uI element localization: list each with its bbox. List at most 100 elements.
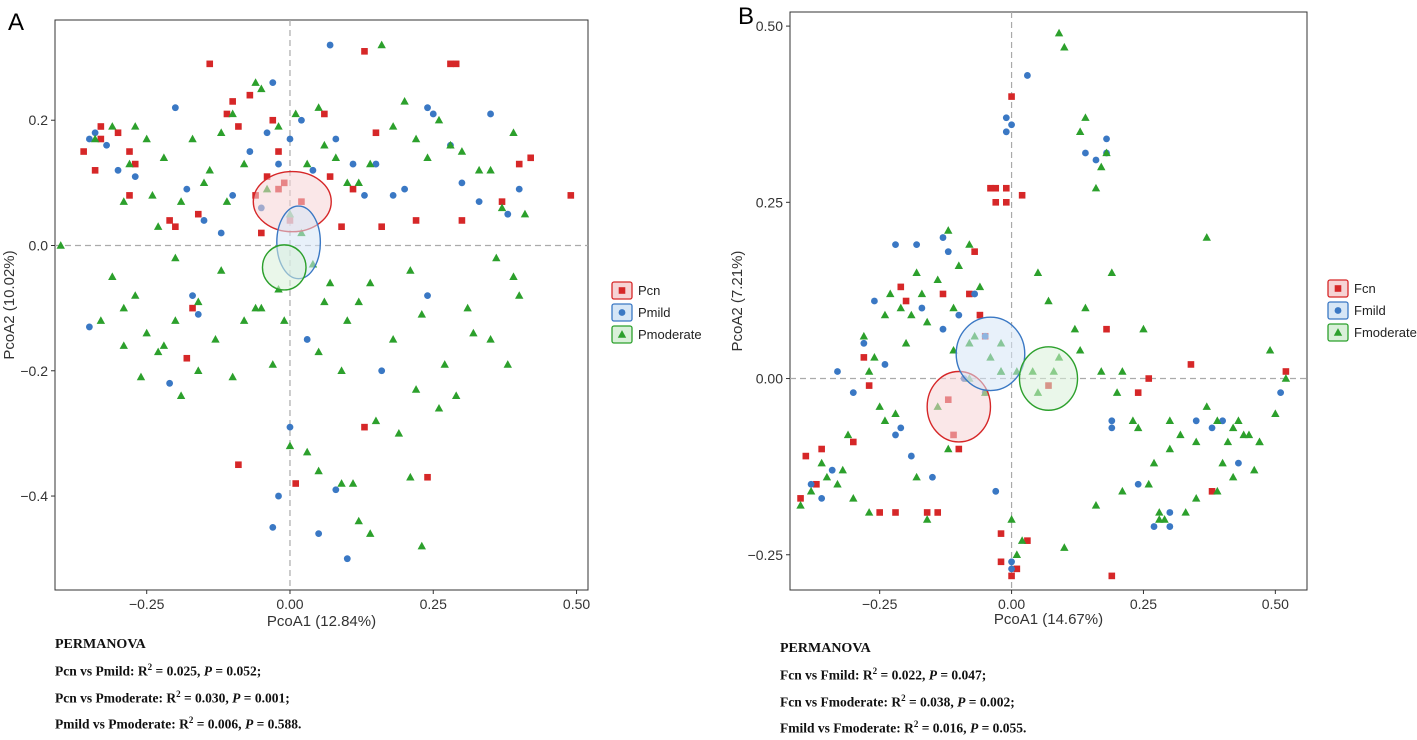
point-pmoderate — [348, 479, 358, 487]
point-fmild — [1192, 417, 1200, 425]
x-tick-label: −0.25 — [862, 596, 898, 612]
point-fcn — [1013, 565, 1021, 573]
point-fmild — [1008, 565, 1015, 573]
point-fmoderate — [1192, 437, 1201, 446]
point-pmoderate — [400, 97, 409, 105]
permanova-stats-b: PERMANOVA Fcn vs Fmild: R2 = 0.022, P = … — [780, 638, 1026, 740]
point-fmoderate — [1223, 437, 1233, 446]
point-fmoderate — [1007, 515, 1016, 523]
point-pmoderate — [125, 159, 134, 168]
point-fmoderate — [1118, 486, 1127, 495]
point-fmoderate — [1165, 416, 1175, 425]
point-pmoderate — [343, 316, 352, 324]
point-pmoderate — [497, 203, 507, 212]
point-fmoderate — [901, 338, 911, 347]
point-pmild — [309, 166, 317, 174]
point-pmoderate — [469, 328, 478, 337]
point-fmild — [892, 241, 899, 249]
point-pmoderate — [136, 372, 146, 381]
point-pmild — [131, 173, 139, 180]
permanova-stats-a: PERMANOVA Pcn vs Pmild: R2 = 0.025, P = … — [55, 634, 301, 736]
point-fmild — [1108, 417, 1116, 425]
point-fcn — [1134, 389, 1142, 396]
point-fmild — [1235, 459, 1242, 467]
y-tick-label: 0.50 — [756, 18, 783, 34]
point-fmoderate — [886, 289, 895, 298]
point-fmoderate — [1250, 465, 1259, 474]
point-pmoderate — [411, 385, 421, 393]
point-fmild — [1219, 417, 1226, 425]
point-pcn — [258, 229, 265, 237]
point-pmoderate — [457, 147, 467, 155]
point-pmoderate — [423, 153, 432, 162]
point-pmoderate — [211, 335, 220, 343]
point-pmoderate — [463, 303, 472, 312]
y-tick-label: −0.2 — [20, 363, 48, 379]
point-pmoderate — [388, 335, 398, 343]
point-fcn — [1145, 375, 1153, 382]
point-fmild — [1150, 523, 1158, 530]
point-pmild — [332, 486, 340, 494]
point-pmoderate — [474, 165, 484, 174]
legend-label-fmoderate: Fmoderate — [1354, 325, 1417, 340]
point-fmoderate — [965, 240, 974, 248]
point-pcn — [326, 173, 334, 180]
point-fmoderate — [1271, 409, 1280, 417]
y-tick-label: 0.0 — [29, 237, 49, 253]
point-fmoderate — [949, 303, 958, 312]
legend-marker-fmoderate — [1333, 328, 1343, 336]
point-pmild — [504, 210, 512, 218]
point-pmoderate — [251, 303, 260, 312]
point-pmoderate — [343, 178, 352, 187]
point-pmoderate — [268, 360, 277, 368]
point-fmild — [807, 480, 815, 488]
point-pmoderate — [131, 122, 140, 130]
point-pmild — [487, 110, 494, 118]
x-axis-title: PcoA1 (12.84%) — [267, 613, 376, 630]
point-pcn — [263, 173, 271, 180]
legend: Fcn Fmild Fmoderate — [1327, 279, 1417, 342]
point-pmild — [269, 523, 277, 531]
point-fmild — [939, 234, 947, 241]
point-fmoderate — [1202, 402, 1211, 410]
point-fmoderate — [1081, 303, 1090, 312]
point-fmoderate — [1265, 345, 1275, 354]
point-fmoderate — [1213, 486, 1222, 495]
point-pmoderate — [239, 316, 249, 324]
point-fmoderate — [933, 275, 942, 284]
point-fmoderate — [1075, 127, 1085, 136]
panel-label: A — [8, 9, 24, 36]
point-fmoderate — [912, 472, 921, 481]
point-pmild — [332, 135, 340, 143]
point-fmoderate — [1017, 536, 1027, 544]
point-pcn — [458, 217, 466, 224]
point-pcn — [235, 461, 242, 469]
point-pmild — [166, 379, 174, 387]
point-pmild — [200, 217, 208, 224]
point-pmoderate — [492, 253, 501, 262]
point-fmild — [1108, 424, 1116, 432]
y-tick-label: 0.25 — [756, 194, 783, 210]
point-fmild — [1008, 121, 1015, 129]
point-fmoderate — [870, 352, 879, 361]
pcoa-panel-b: B −0.25 0.00 0.25 0.50 −0.25 0.00 0.25 0.50 PcoA1… — [729, 3, 1417, 628]
point-fcn — [1108, 572, 1116, 580]
point-fcn — [813, 480, 820, 488]
point-pmild — [515, 185, 523, 193]
point-fmild — [907, 452, 915, 460]
point-pmoderate — [228, 372, 237, 381]
point-fmoderate — [1060, 543, 1069, 551]
point-fmoderate — [912, 268, 921, 277]
point-fcn — [1024, 537, 1031, 544]
point-pcn — [172, 223, 179, 231]
point-fmoderate — [1054, 28, 1064, 37]
point-pcn — [206, 60, 214, 68]
point-pmoderate — [142, 134, 151, 143]
point-pmoderate — [153, 222, 163, 230]
point-pmoderate — [257, 303, 266, 312]
point-pmoderate — [217, 266, 226, 274]
point-pmoderate — [171, 253, 180, 262]
permanova-line: Pmild vs Pmoderate: R2 = 0.006, P = 0.58… — [55, 715, 302, 732]
point-fmild — [1208, 424, 1216, 432]
figure: A −0.25 0.00 0.25 0.50 −0.4 −0.2 0.0 0.2 PcoA1 (1… — [1, 3, 1417, 630]
